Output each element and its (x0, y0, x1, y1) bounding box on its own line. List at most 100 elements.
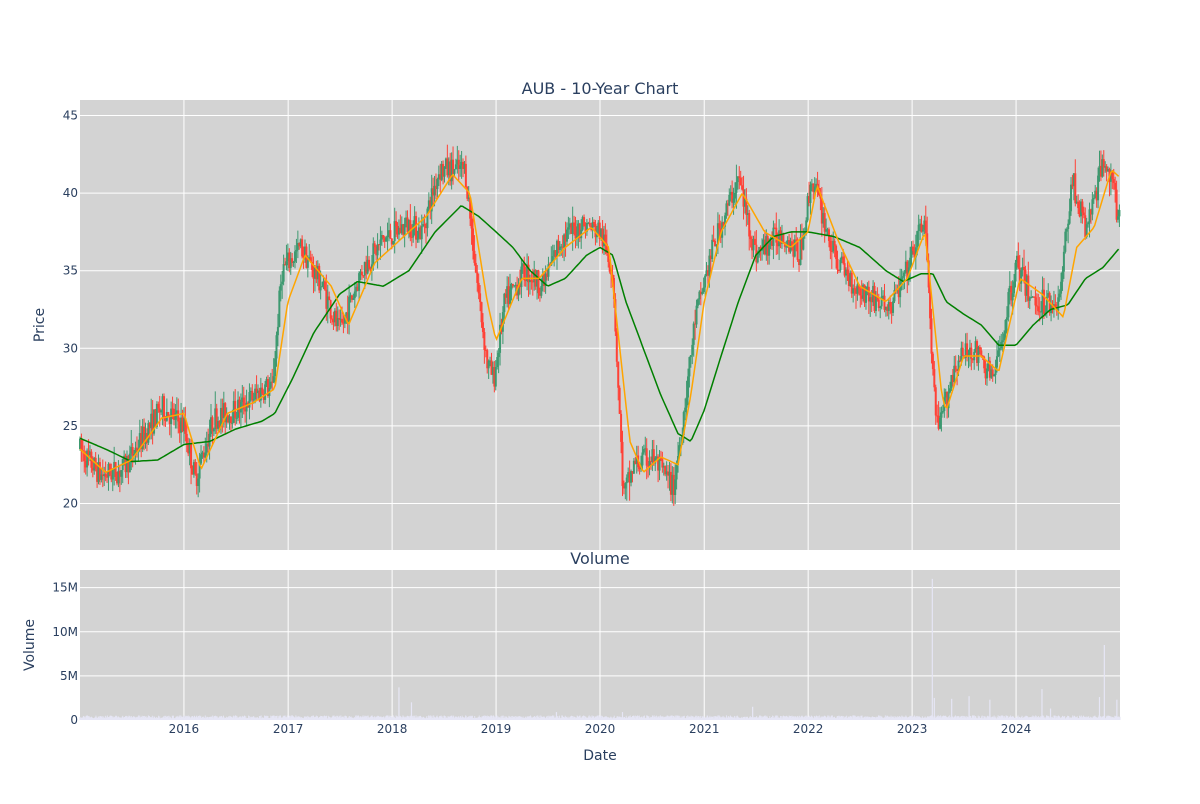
volume-chart-title: Volume (570, 549, 630, 568)
candle-body (462, 161, 465, 169)
candle-body (984, 368, 987, 379)
candle-body (517, 284, 520, 296)
candle-body (87, 450, 90, 456)
candle-body (164, 418, 167, 421)
candle-body (306, 260, 309, 268)
candle-body (118, 470, 121, 477)
candle-body (852, 288, 855, 294)
candle-body (564, 234, 567, 242)
candle-body (728, 194, 731, 206)
candle-body (813, 186, 816, 192)
candle-body (484, 349, 487, 351)
candle-body (557, 240, 560, 250)
candle-body (1005, 317, 1008, 320)
candle-body (188, 444, 191, 454)
candle-body (864, 291, 867, 303)
candle-body (198, 463, 201, 479)
candle-body (1117, 216, 1120, 220)
candle-body (397, 227, 400, 235)
candle-body (1017, 255, 1020, 268)
candle-body (923, 220, 926, 230)
candle-body (903, 272, 906, 277)
candle-body (204, 452, 207, 458)
candle-body (866, 286, 869, 292)
candle-body (511, 283, 514, 286)
candle-body (712, 239, 715, 241)
candle-body (746, 213, 749, 215)
candle-body (289, 258, 292, 269)
candle-body (1040, 311, 1043, 313)
moving-average-short-line (79, 169, 1120, 474)
candle-body (544, 273, 547, 286)
candle-body (208, 433, 211, 447)
candle-body (793, 239, 796, 257)
candle-body (826, 229, 829, 231)
candle-body (452, 159, 455, 174)
candle-body (986, 368, 989, 379)
candle-body (97, 462, 100, 482)
candle-body (749, 236, 752, 240)
candle-body (1008, 285, 1011, 293)
candle-body (950, 374, 953, 389)
candle-body (294, 251, 297, 262)
candle-body (743, 198, 746, 207)
price-y-tick-label: 25 (63, 419, 78, 433)
candle-body (978, 347, 981, 351)
candle-body (254, 388, 257, 400)
x-tick-label: 2019 (481, 722, 512, 736)
candle-body (1051, 304, 1054, 310)
candle-body (1082, 212, 1085, 216)
x-tick-label: 2024 (1001, 722, 1032, 736)
candle-body (524, 280, 527, 282)
candle-body (808, 196, 811, 203)
candle-body (329, 300, 332, 319)
candle-body (201, 452, 204, 455)
candle-body (966, 343, 969, 357)
candle-body (222, 403, 225, 418)
candle-body (262, 393, 265, 400)
candle-body (880, 296, 883, 307)
candle-body (359, 271, 362, 274)
candle-body (555, 240, 558, 257)
candle-body (684, 407, 687, 413)
x-tick-labels: 2016 2017 2018 2019 2020 2021 2022 2023 2024 (169, 722, 1032, 736)
candle-body (604, 234, 607, 244)
candle-body (1028, 298, 1031, 301)
candle-body (1091, 199, 1094, 215)
candle-body (161, 396, 164, 411)
candle-body (449, 161, 452, 182)
candle-body (256, 390, 259, 394)
candle-body (600, 228, 603, 240)
candle-body (977, 347, 980, 364)
candle-body (181, 417, 184, 432)
candle-body (1072, 173, 1075, 187)
candle-body (450, 159, 453, 182)
candle-body (248, 392, 251, 408)
candle-body (675, 464, 678, 480)
candle-body (714, 240, 717, 247)
candle-body (417, 227, 420, 239)
candle-body (869, 297, 872, 302)
candle-body (686, 376, 689, 398)
candle-body (759, 246, 762, 251)
candle-body (909, 257, 912, 268)
candle-body (769, 240, 772, 246)
candle-body (658, 457, 661, 471)
candle-body (995, 356, 998, 368)
candle-body (79, 438, 81, 450)
candle-body (951, 374, 954, 382)
x-axis-title: Date (583, 748, 616, 764)
candle-body (936, 415, 939, 417)
candle-body (762, 239, 765, 249)
candle-body (732, 198, 735, 203)
candle-body (423, 224, 426, 226)
candle-body (336, 318, 339, 326)
candle-body (224, 403, 227, 423)
candle-body (160, 410, 163, 413)
candle-body (101, 474, 104, 477)
candle-body (219, 407, 222, 428)
candle-body (570, 223, 573, 234)
candle-body (902, 276, 905, 278)
candle-body (1057, 297, 1060, 312)
